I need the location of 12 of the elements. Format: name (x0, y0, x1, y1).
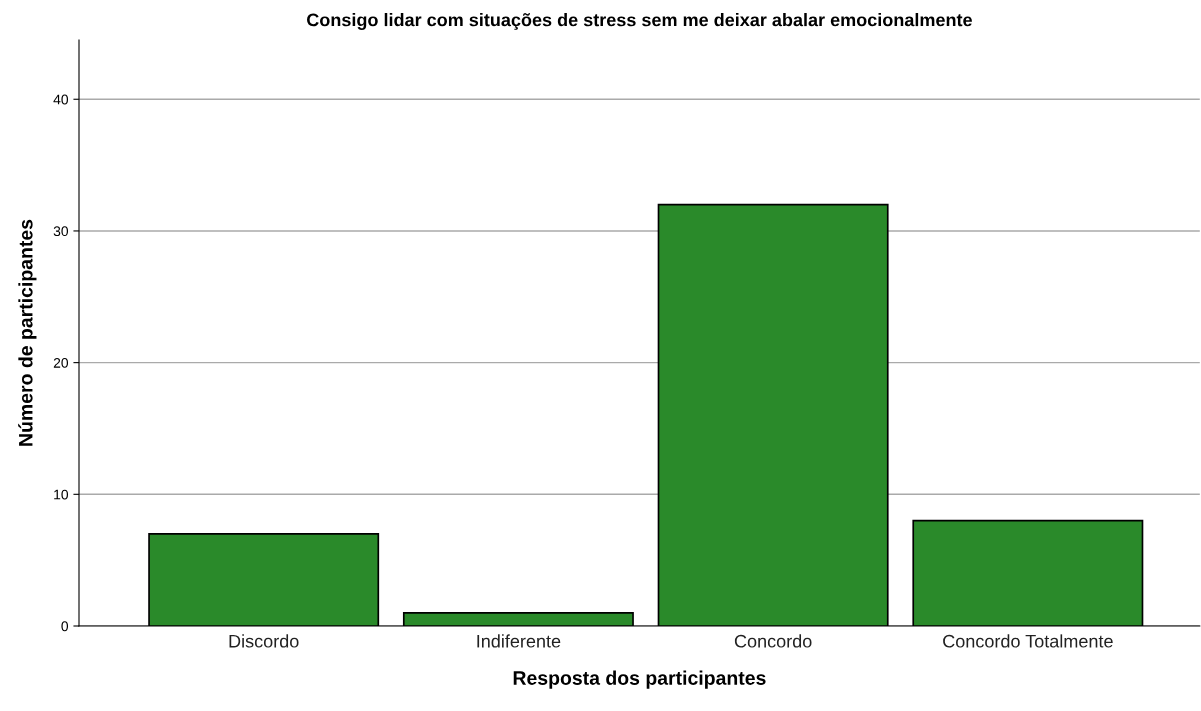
y-tick-label: 0 (61, 621, 69, 632)
y-tick-label: 30 (53, 226, 69, 237)
x-tick-label: Indiferente (477, 634, 561, 648)
y-tick-label: 10 (54, 489, 69, 500)
x-tick-label: Discordo (229, 634, 299, 648)
y-tick-label: 20 (53, 357, 69, 368)
chart-title: Consigo lidar com situações de stress sem me deixar abalar emocionalmente (307, 13, 972, 30)
x-axis-title: Resposta dos participantes (513, 670, 766, 689)
x-tick-label: Concordo Totalmente (943, 634, 1113, 648)
y-axis-title: Número de participantes (18, 219, 37, 446)
y-tick-label: 40 (53, 94, 69, 105)
x-tick-label: Concordo (734, 634, 812, 648)
